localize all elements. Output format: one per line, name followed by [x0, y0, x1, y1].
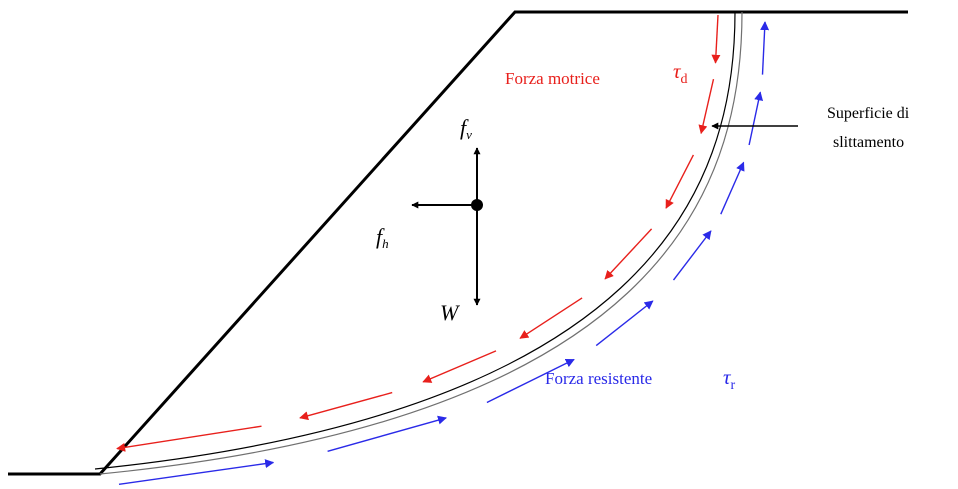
slip-surface-label-line2: slittamento — [833, 134, 904, 151]
driving-arrow-3 — [665, 154, 695, 209]
tau-d-label: τd — [673, 59, 688, 87]
slope-profile — [8, 10, 908, 476]
driving-arrow-1 — [711, 14, 721, 64]
driving-arrow-7 — [299, 391, 393, 421]
weight-label: W — [440, 300, 460, 325]
driving-arrow-4 — [604, 228, 653, 280]
driving-force-label: Forza motrice — [505, 69, 600, 88]
tau-r-label: τr — [723, 365, 736, 393]
resisting-arrow-6 — [720, 161, 745, 215]
slip-surface-label-line1: Superficie di — [827, 105, 910, 122]
driving-arrow-5 — [519, 297, 583, 339]
resisting-force-label: Forza resistente — [545, 369, 652, 388]
resisting-arrow-3 — [486, 358, 575, 404]
resisting-arrow-7 — [748, 91, 764, 146]
resisting-shear-arrows — [118, 21, 770, 485]
resisting-arrow-1 — [118, 459, 275, 485]
driving-arrow-6 — [422, 350, 497, 383]
force-diagram — [411, 147, 483, 306]
fv-label: fv — [460, 115, 472, 142]
resisting-arrow-2 — [327, 415, 447, 452]
resisting-arrow-4 — [595, 300, 654, 347]
resisting-arrow-5 — [672, 230, 712, 281]
driving-arrow-2 — [698, 78, 715, 135]
fh-label: fh — [376, 224, 389, 251]
driving-shear-arrows — [116, 14, 721, 452]
centroid-dot — [471, 199, 483, 211]
slip-surface-inner — [94, 11, 736, 470]
driving-arrow-8 — [116, 425, 262, 452]
slip-surface — [99, 11, 743, 475]
resisting-arrow-8 — [760, 21, 770, 75]
